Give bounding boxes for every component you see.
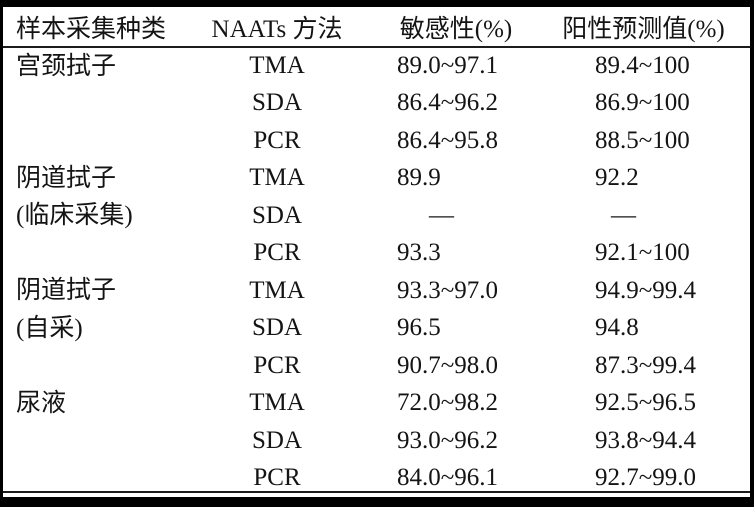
table-row: SDA 86.4~96.2 86.9~100 (3, 85, 750, 123)
sample-type-label: 尿液 (16, 389, 67, 417)
table-row: PCR 90.7~98.0 87.3~99.4 (3, 347, 750, 385)
sensitivity-cell: 93.3~97.0 (397, 276, 499, 304)
method-cell: PCR (253, 126, 301, 154)
sensitivity-cell: 90.7~98.0 (397, 351, 499, 379)
ppv-cell: 92.2 (595, 164, 639, 192)
sample-type-label: 宫颈拭子 (16, 53, 117, 80)
table-row: SDA 93.0~96.2 93.8~94.4 (3, 422, 750, 460)
ppv-cell: 93.8~94.4 (595, 426, 697, 454)
table-row: 宫颈拭子 TMA 89.0~97.1 89.4~100 (3, 47, 750, 85)
sample-type-cell: 阴道拭子 (自采) (3, 272, 203, 385)
sensitivity-cell: 84.0~96.1 (397, 464, 499, 492)
method-cell: TMA (249, 164, 305, 192)
sensitivity-cell: 89.0~97.1 (397, 52, 499, 80)
table-row: 阴道拭子 (临床采集) TMA 89.9 92.2 (3, 160, 750, 229)
sample-type-sublabel: (临床采集) (16, 202, 133, 229)
table-row: 阴道拭子 (自采) TMA 93.3~97.0 94.9~99.4 (3, 272, 750, 342)
sensitivity-cell: 72.0~98.2 (397, 389, 499, 417)
method-cell: SDA (251, 89, 302, 117)
sample-type-sublabel: (自采) (16, 314, 83, 342)
sensitivity-cell: 89.9 (397, 164, 441, 192)
column-header-naats-method: NAATs 方法 (203, 7, 351, 48)
ppv-cell: 92.7~99.0 (595, 464, 697, 492)
column-header-sensitivity: 敏感性(%) (351, 7, 561, 48)
sensitivity-cell: 93.0~96.2 (397, 426, 499, 454)
naats-performance-table: 样本采集种类 NAATs 方法 敏感性(%) 阳性预测值(%) 宫颈拭子 TMA… (3, 7, 750, 497)
ppv-cell: 87.3~99.4 (595, 351, 697, 379)
method-cell: PCR (253, 351, 301, 379)
table-row: 尿液 TMA 72.0~98.2 92.5~96.5 (3, 385, 750, 423)
sample-type-label: 阴道拭子 (16, 164, 117, 192)
sample-type-cell: 尿液 (3, 385, 203, 498)
method-cell: SDA (251, 201, 302, 229)
method-cell: PCR (253, 239, 301, 267)
sample-type-label: 阴道拭子 (16, 277, 117, 304)
table-row: SDA 96.5 94.8 (3, 310, 750, 348)
sensitivity-cell: 96.5 (397, 314, 441, 342)
sensitivity-cell: — (429, 201, 454, 229)
ppv-cell: 92.5~96.5 (595, 389, 697, 417)
sample-type-cell: 宫颈拭子 (3, 47, 203, 160)
bottom-double-rule (3, 491, 750, 493)
method-cell: TMA (249, 389, 305, 417)
ppv-cell: 86.9~100 (595, 89, 690, 117)
ppv-cell: 94.8 (595, 314, 639, 342)
ppv-cell: 88.5~100 (595, 126, 690, 154)
ppv-cell: 92.1~100 (595, 239, 690, 267)
ppv-cell: 94.9~99.4 (595, 276, 697, 304)
ppv-cell: — (611, 201, 636, 229)
table-row: PCR 84.0~96.1 92.7~99.0 (3, 460, 750, 498)
column-header-ppv: 阳性预测值(%) (561, 7, 750, 48)
ppv-cell: 89.4~100 (595, 52, 690, 80)
table-row: SDA — — (3, 197, 750, 235)
sensitivity-cell: 86.4~95.8 (397, 126, 499, 154)
method-cell: TMA (249, 52, 305, 80)
column-header-sample-type: 样本采集种类 (3, 7, 203, 48)
header-row: 样本采集种类 NAATs 方法 敏感性(%) 阳性预测值(%) (3, 7, 750, 48)
method-cell: TMA (249, 276, 305, 304)
sample-type-cell: 阴道拭子 (临床采集) (3, 160, 203, 273)
method-cell: SDA (251, 314, 302, 342)
sensitivity-cell: 93.3 (397, 239, 441, 267)
sensitivity-cell: 86.4~96.2 (397, 89, 499, 117)
table-row: PCR 93.3 92.1~100 (3, 235, 750, 273)
method-cell: PCR (253, 464, 301, 492)
method-cell: SDA (251, 426, 302, 454)
table-row: PCR 86.4~95.8 88.5~100 (3, 122, 750, 160)
